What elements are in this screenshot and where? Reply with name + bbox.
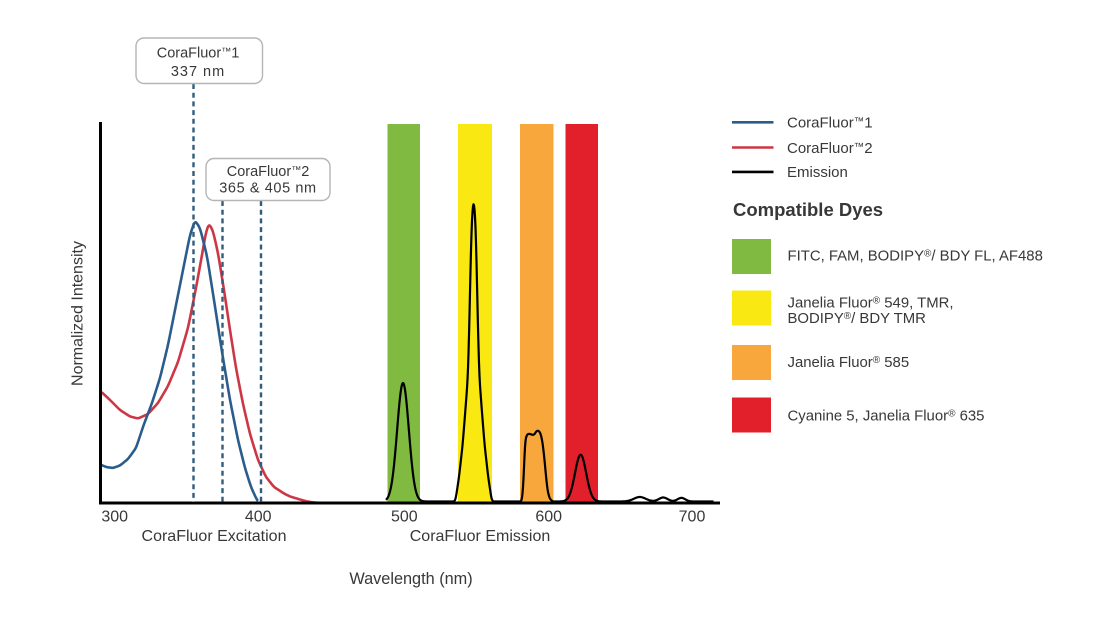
svg-text:400: 400 — [245, 509, 272, 526]
svg-text:CoraFluor™2: CoraFluor™2 — [787, 140, 873, 157]
svg-text:Compatible Dyes: Compatible Dyes — [733, 199, 883, 220]
svg-text:BODIPY®/ BDY TMR: BODIPY®/ BDY TMR — [788, 311, 927, 327]
svg-text:FITC, FAM, BODIPY®/ BDY FL, AF: FITC, FAM, BODIPY®/ BDY FL, AF488 — [788, 248, 1043, 264]
svg-text:Janelia Fluor® 585: Janelia Fluor® 585 — [788, 355, 910, 371]
svg-text:Wavelength (nm): Wavelength (nm) — [349, 570, 472, 588]
svg-text:365 & 405 nm: 365 & 405 nm — [219, 181, 317, 197]
svg-text:300: 300 — [101, 509, 128, 526]
svg-text:700: 700 — [679, 509, 706, 526]
svg-text:Cyanine 5, Janelia Fluor® 635: Cyanine 5, Janelia Fluor® 635 — [788, 408, 985, 424]
svg-text:CoraFluor™1: CoraFluor™1 — [157, 46, 240, 62]
svg-text:337 nm: 337 nm — [171, 64, 225, 80]
svg-text:CoraFluor Excitation: CoraFluor Excitation — [142, 528, 287, 545]
svg-text:CoraFluor™2: CoraFluor™2 — [227, 164, 310, 180]
svg-text:Normalized Intensity: Normalized Intensity — [70, 241, 87, 386]
svg-text:CoraFluor™1: CoraFluor™1 — [787, 115, 873, 132]
svg-text:Janelia Fluor® 549, TMR,: Janelia Fluor® 549, TMR, — [788, 295, 954, 311]
svg-text:600: 600 — [535, 509, 562, 526]
svg-text:500: 500 — [391, 509, 418, 526]
svg-text:CoraFluor Emission: CoraFluor Emission — [410, 528, 550, 545]
svg-text:Emission: Emission — [787, 164, 848, 181]
